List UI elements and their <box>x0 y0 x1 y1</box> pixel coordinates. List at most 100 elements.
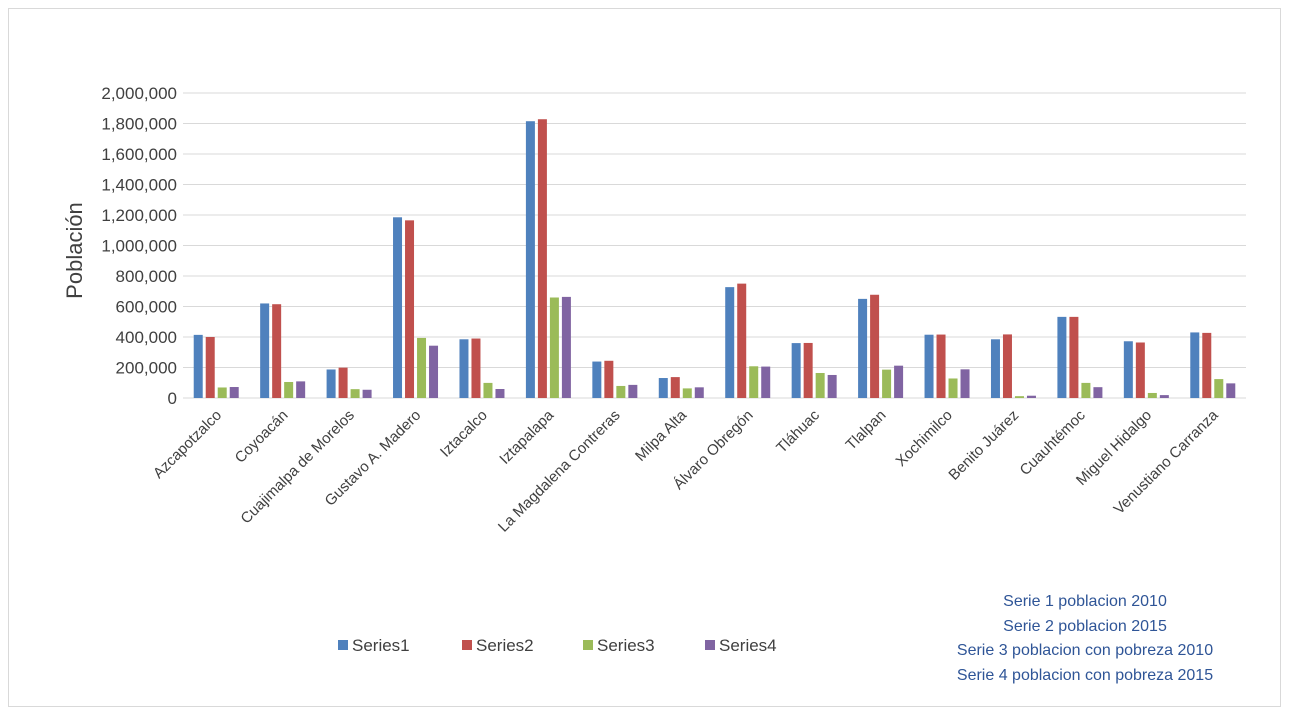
bar-series1 <box>193 334 203 398</box>
legend: Series1 Series2 Series3 Series4 <box>338 636 777 655</box>
bar-series3 <box>948 378 958 398</box>
bar-series1 <box>592 361 602 398</box>
bar-series4 <box>495 389 505 398</box>
bar-series3 <box>815 372 825 398</box>
x-category-label: Xochimilco <box>893 407 956 470</box>
bar-series3 <box>882 369 892 398</box>
bar-series3 <box>1147 392 1157 398</box>
bar-series4 <box>561 296 571 398</box>
x-category-label: Iztapalapa <box>496 406 557 467</box>
legend-swatch <box>583 640 593 650</box>
bar-series2 <box>936 334 946 398</box>
x-category-label: Benito Juárez <box>945 407 1022 484</box>
x-category-label: Iztacalco <box>437 407 491 461</box>
legend-swatch <box>338 640 348 650</box>
y-tick-label: 1,800,000 <box>101 115 177 134</box>
y-axis-ticks: 0 200,000 400,000 600,000 800,000 1,000,000 1,… <box>101 84 177 408</box>
legend-label: Series2 <box>476 636 534 655</box>
legend-swatch <box>462 640 472 650</box>
x-category-label: Milpa Alta <box>632 406 690 464</box>
bar-series1 <box>326 369 336 398</box>
y-tick-label: 1,000,000 <box>101 237 177 256</box>
note-line: Serie 3 poblacion con pobreza 2010 <box>956 642 1214 659</box>
bar-series2 <box>1202 332 1212 398</box>
y-tick-label: 0 <box>168 389 177 408</box>
y-tick-label: 1,400,000 <box>101 176 177 195</box>
y-tick-label: 2,000,000 <box>101 84 177 103</box>
bar-series4 <box>296 381 306 398</box>
note-line: Serie 4 poblacion con pobreza 2015 <box>956 666 1214 684</box>
bar-series3 <box>483 382 493 398</box>
x-category-label: La Magdalena Contreras <box>495 407 624 536</box>
bar-series2 <box>405 220 415 398</box>
bar-series1 <box>658 378 668 398</box>
x-category-label: Tláhuac <box>773 406 823 456</box>
y-axis-label: Población <box>62 202 87 299</box>
bar-series3 <box>616 385 626 398</box>
bar-series1 <box>393 217 403 398</box>
x-category-label: Azcapotzalco <box>150 407 225 482</box>
bar-series2 <box>1002 334 1012 398</box>
bar-series2 <box>338 367 348 398</box>
y-tick-label: 1,600,000 <box>101 145 177 164</box>
bar-series1 <box>1057 316 1067 398</box>
bar-series4 <box>1026 395 1036 398</box>
bar-series3 <box>284 381 294 398</box>
y-tick-label: 400,000 <box>116 328 177 347</box>
bar-series4 <box>827 374 837 398</box>
bar-series2 <box>272 304 282 398</box>
bar-series4 <box>761 366 771 398</box>
chart-frame <box>8 8 1281 707</box>
bar-series3 <box>1081 382 1091 398</box>
bar-series2 <box>537 119 547 398</box>
bar-series4 <box>1159 395 1169 398</box>
bar-series3 <box>350 389 360 398</box>
bar-series3 <box>749 366 759 398</box>
bar-series2 <box>471 338 481 398</box>
bar-series3 <box>417 337 427 398</box>
bar-series2 <box>803 342 813 398</box>
bar-series1 <box>525 121 535 399</box>
bar-series2 <box>604 360 614 398</box>
bar-series2 <box>205 337 215 398</box>
bar-series4 <box>894 365 904 398</box>
bar-series3 <box>682 388 692 398</box>
y-tick-label: 1,200,000 <box>101 206 177 225</box>
bar-series4 <box>628 384 638 398</box>
bar-series4 <box>1226 383 1236 398</box>
x-category-label: Cuauhtémoc <box>1017 406 1090 479</box>
legend-label: Series3 <box>597 636 655 655</box>
x-category-label: Tlalpan <box>843 407 890 454</box>
y-tick-label: 800,000 <box>116 267 177 286</box>
bar-series4 <box>694 387 704 398</box>
bars <box>193 119 1236 399</box>
series-notes: Serie 1 poblacion 2010 Serie 2 poblacion… <box>900 590 1270 688</box>
note-line: Serie 2 poblacion 2015 <box>1003 617 1167 635</box>
bar-series1 <box>791 343 801 398</box>
bar-series1 <box>260 303 270 398</box>
x-category-label: Cuajimalpa de Morelos <box>237 407 357 527</box>
x-category-label: Coyoacán <box>232 407 292 467</box>
bar-series4 <box>362 389 372 398</box>
bar-series2 <box>870 294 880 398</box>
bar-series2 <box>670 377 680 398</box>
bar-series1 <box>924 334 934 398</box>
bar-series2 <box>1069 316 1079 398</box>
legend-label: Series1 <box>352 636 410 655</box>
legend-swatch <box>705 640 715 650</box>
bar-series2 <box>1135 342 1145 398</box>
note-line: Serie 1 poblacion 2010 <box>1003 593 1167 610</box>
bar-series3 <box>1014 396 1024 398</box>
bar-series3 <box>1214 379 1224 398</box>
bar-series1 <box>1190 332 1200 398</box>
bar-series4 <box>429 345 439 398</box>
bar-series1 <box>459 339 469 398</box>
bar-series4 <box>229 387 239 398</box>
bar-series3 <box>549 297 559 398</box>
legend-label: Series4 <box>719 636 777 655</box>
bar-series1 <box>725 287 735 398</box>
y-tick-label: 600,000 <box>116 298 177 317</box>
bar-series4 <box>960 369 970 398</box>
